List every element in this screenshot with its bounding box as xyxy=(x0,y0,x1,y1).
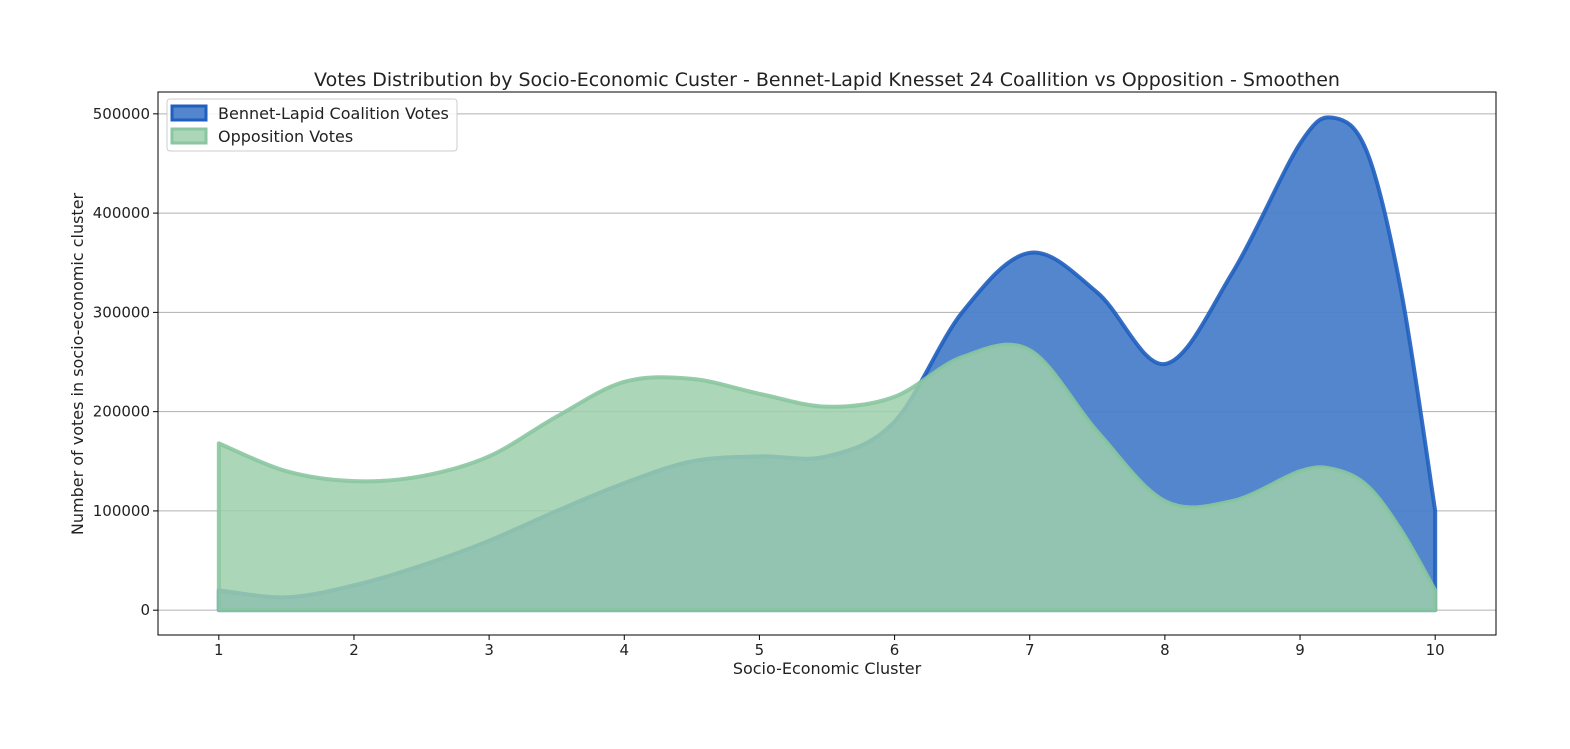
legend-swatch-coalition xyxy=(170,104,208,122)
y-tick-label: 0 xyxy=(140,601,150,619)
x-tick-label: 5 xyxy=(755,641,765,659)
area-opposition xyxy=(216,342,1438,613)
x-tick-label: 6 xyxy=(890,641,900,659)
x-tick-label: 4 xyxy=(619,641,629,659)
y-axis-title: Number of votes in socio-economic cluste… xyxy=(68,192,87,535)
x-tick-label: 2 xyxy=(349,641,359,659)
axis-ticks: 0 100000 200000 300000 400000 500000 1 2 3 4 5 6 7 8 9… xyxy=(93,105,1445,659)
chart-title: Votes Distribution by Socio-Economic Cus… xyxy=(314,69,1340,91)
y-tick-label: 400000 xyxy=(93,204,150,222)
plot-series xyxy=(216,115,1438,613)
plot-frame xyxy=(157,91,1497,636)
legend-label-opposition: Opposition Votes xyxy=(218,127,353,146)
legend-box xyxy=(166,98,458,152)
x-tick-label: 8 xyxy=(1160,641,1170,659)
x-tick-label: 7 xyxy=(1025,641,1035,659)
x-axis-title: Socio-Economic Cluster xyxy=(733,659,922,678)
y-tick-label: 500000 xyxy=(93,105,150,123)
x-tick-label: 10 xyxy=(1426,641,1445,659)
legend: Bennet-Lapid Coalition Votes Opposition … xyxy=(166,98,458,152)
y-tick-label: 100000 xyxy=(93,502,150,520)
y-tick-label: 300000 xyxy=(93,303,150,321)
legend-label-coalition: Bennet-Lapid Coalition Votes xyxy=(218,104,449,123)
legend-swatch-opposition xyxy=(170,127,208,145)
y-tick-label: 200000 xyxy=(93,403,150,421)
x-tick-label: 9 xyxy=(1295,641,1305,659)
x-tick-label: 1 xyxy=(214,641,224,659)
x-tick-label: 3 xyxy=(484,641,494,659)
